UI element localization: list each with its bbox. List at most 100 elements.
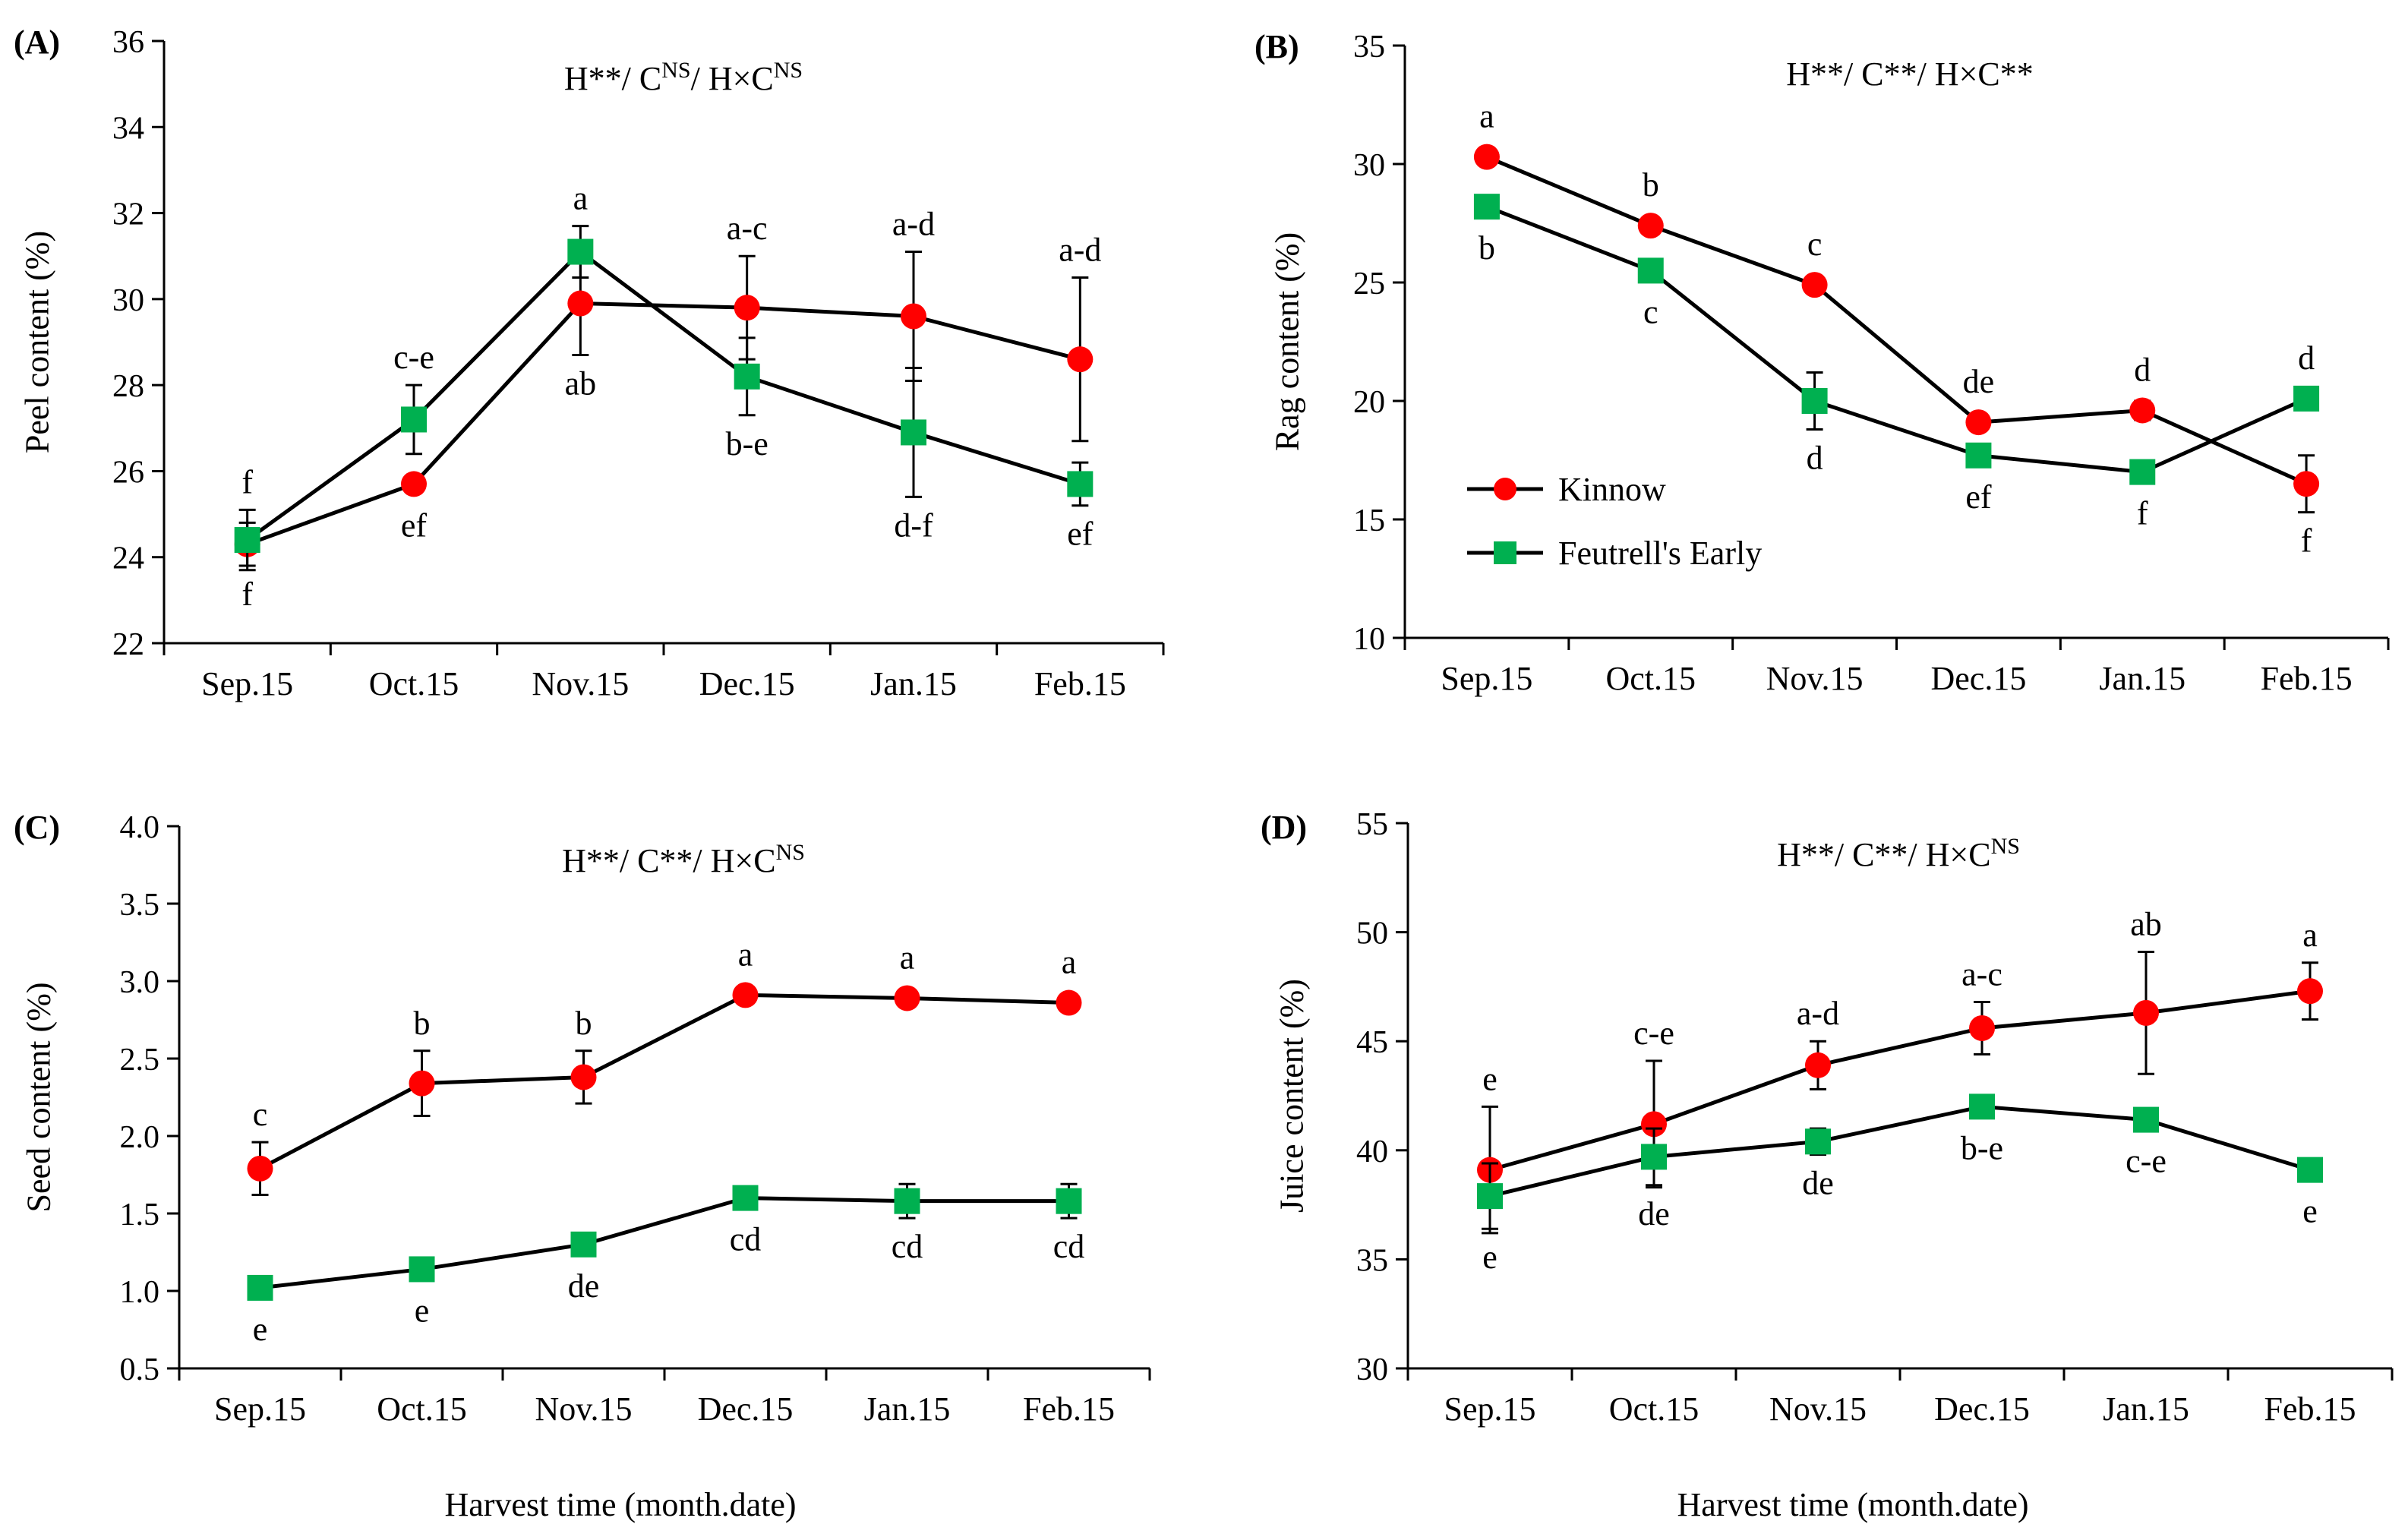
x-tick-label: Feb.15 <box>2261 660 2353 697</box>
series-line <box>1485 155 2308 486</box>
data-label: de <box>1963 363 1995 400</box>
data-point <box>2129 459 2156 485</box>
data-label: a <box>1479 98 1494 135</box>
y-tick-label: 26 <box>112 455 144 490</box>
series-kinnow: f ef ab a-c a-d a-d <box>234 206 1101 613</box>
y-tick-label: 2.5 <box>120 1043 160 1078</box>
chart-panel-3: 0.5 1.0 1.5 2.0 2.5 3.0 3.5 4.0 Sep.15 Oct.15 Nov.… <box>14 809 1151 1428</box>
data-label: b <box>1643 166 1659 204</box>
data-point <box>894 985 920 1011</box>
legend-marker-feutrells-early <box>1494 541 1516 564</box>
data-label: cd <box>1053 1228 1085 1265</box>
data-label: c <box>1807 226 1823 263</box>
y-tick-label: 50 <box>1356 917 1388 951</box>
data-point <box>567 290 594 317</box>
data-point <box>1801 272 1828 298</box>
data-label: d <box>2298 339 2315 377</box>
data-point <box>894 1188 920 1214</box>
title-superscript: NS <box>661 58 690 83</box>
data-point <box>1805 1052 1831 1078</box>
series-line <box>260 1196 1069 1290</box>
y-tick-label: 28 <box>112 369 144 404</box>
series-line <box>246 301 1081 547</box>
data-point <box>1641 1111 1667 1138</box>
y-axis-title: Rag content (%) <box>1268 232 1305 451</box>
legend-marker-kinnow <box>1494 478 1516 500</box>
data-label: de <box>1802 1165 1834 1202</box>
data-point <box>1473 194 1500 220</box>
data-point <box>1969 1093 1995 1120</box>
data-label: f <box>241 463 253 500</box>
y-tick-label: 40 <box>1356 1134 1388 1169</box>
series-kinnow: e c-e a-d a-c ab a <box>1477 905 2323 1235</box>
data-point <box>2293 471 2320 497</box>
data-label: ab <box>565 364 597 402</box>
data-label: a-c <box>1961 956 2002 993</box>
data-point <box>570 1231 597 1258</box>
data-label: ef <box>1067 516 1094 553</box>
data-point <box>567 238 594 265</box>
panel-label: (D) <box>1261 809 1307 846</box>
data-point <box>901 419 926 446</box>
panel-label: (A) <box>14 24 60 61</box>
x-tick-label: Nov.15 <box>532 665 629 702</box>
data-label: c-e <box>2126 1143 2167 1180</box>
data-label: de <box>568 1267 600 1305</box>
data-label: a <box>2302 917 2318 954</box>
chart-panel-4: 30 35 40 45 50 55 Sep.15 Oct.15 Nov.15 Dec.15 Jan.… <box>1261 807 2394 1428</box>
y-tick-label: 2.0 <box>120 1120 160 1155</box>
y-tick-label: 35 <box>1353 30 1385 65</box>
x-tick-label: Sep.15 <box>201 665 293 702</box>
chart-title: H**/ C**/ H×CNS <box>1777 834 2020 874</box>
data-label: a <box>738 936 753 973</box>
data-label: c <box>253 1096 268 1133</box>
data-label: a <box>1062 944 1077 981</box>
legend-label: Feutrell's Early <box>1558 535 1762 572</box>
data-point <box>1805 1128 1831 1155</box>
series-kinnow: a b c de d f <box>1473 98 2320 560</box>
data-label: de <box>1638 1195 1670 1232</box>
data-label: b <box>1479 229 1495 267</box>
data-label: a-d <box>892 206 935 243</box>
y-tick-label: 24 <box>112 541 144 576</box>
series-feutrells-early: e de de b-e c-e e <box>1477 1093 2323 1276</box>
data-label: e <box>415 1292 430 1329</box>
data-label: a <box>573 180 589 217</box>
y-tick-label: 36 <box>112 25 144 60</box>
data-label: c-e <box>1633 1015 1674 1052</box>
y-tick-label: 1.5 <box>120 1198 160 1232</box>
x-tick-label: Jan.15 <box>2099 660 2186 697</box>
data-point <box>247 1274 273 1301</box>
data-point <box>409 1256 435 1283</box>
data-label: ef <box>1965 478 1992 516</box>
chart-panel-1: 22 24 26 28 30 32 34 36 Sep.15 Oct.15 Nov.15 Dec.15… <box>14 24 1165 702</box>
series-feutrells-early: b c d ef f d <box>1473 194 2320 532</box>
data-point <box>2133 1106 2159 1133</box>
y-tick-label: 15 <box>1353 503 1385 538</box>
data-label: f <box>241 576 253 613</box>
y-tick-label: 30 <box>112 283 144 318</box>
data-point <box>1067 346 1094 373</box>
data-point <box>732 982 759 1008</box>
y-tick-label: 10 <box>1353 622 1385 657</box>
x-tick-label: Feb.15 <box>1034 665 1126 702</box>
data-point <box>1637 213 1664 239</box>
y-tick-label: 34 <box>112 111 144 146</box>
y-tick-label: 35 <box>1356 1243 1388 1278</box>
data-label: c-e <box>393 339 434 376</box>
data-label: a-d <box>1059 232 1101 269</box>
x-axis-title-right: Harvest time (month.date) <box>1677 1486 2028 1523</box>
y-tick-label: 45 <box>1356 1025 1388 1060</box>
y-axis-title: Peel content (%) <box>18 231 55 453</box>
data-point <box>2297 1157 2323 1183</box>
title-superscript: NS <box>774 58 803 83</box>
data-point <box>1637 257 1664 284</box>
data-point <box>2297 978 2323 1005</box>
data-point <box>1056 1188 1082 1214</box>
y-tick-label: 3.0 <box>120 965 160 1000</box>
data-point <box>734 295 760 321</box>
y-tick-label: 1.0 <box>120 1275 160 1310</box>
data-label: cd <box>730 1221 762 1258</box>
x-tick-label: Dec.15 <box>1934 1390 2030 1428</box>
